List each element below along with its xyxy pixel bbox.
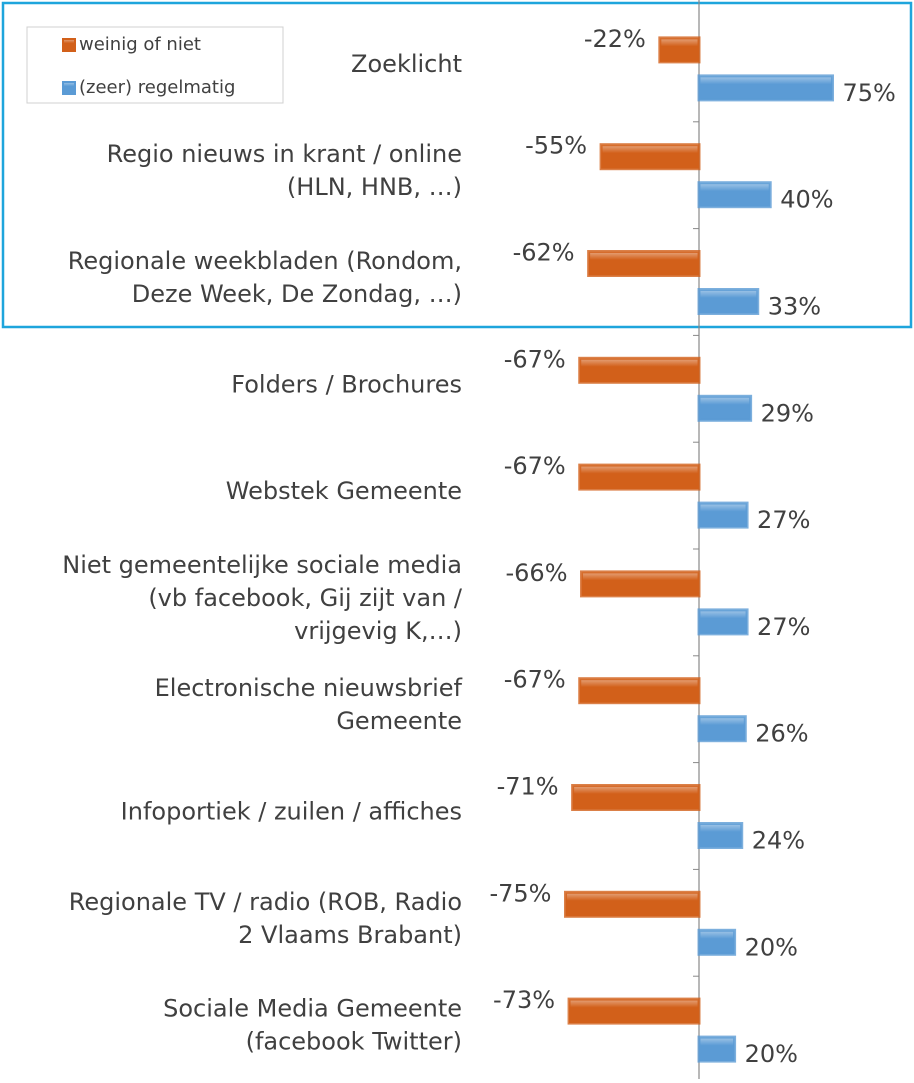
highlight-box xyxy=(1,1,913,329)
bar xyxy=(697,394,753,422)
value-label: 26% xyxy=(755,720,808,748)
category-label: Electronische nieuwsbrief xyxy=(155,674,463,702)
category-label: Regio nieuws in krant / online xyxy=(107,140,462,168)
bar xyxy=(580,570,701,598)
bar xyxy=(697,822,744,849)
bar xyxy=(564,890,701,918)
category-label: Regionale weekbladen (Rondom, xyxy=(68,247,462,275)
category-label: (vb facebook, Gij zijt van / xyxy=(148,584,463,612)
value-label: 20% xyxy=(745,933,798,961)
bar xyxy=(697,928,737,956)
bar xyxy=(697,715,747,743)
value-label: 20% xyxy=(745,1040,798,1068)
category-label: Gemeente xyxy=(336,707,462,735)
value-label: -75% xyxy=(489,879,551,907)
legend-label: (zeer) regelmatig xyxy=(79,77,235,98)
legend-swatch xyxy=(62,38,76,52)
bar xyxy=(658,36,701,64)
legend-label: weinig of niet xyxy=(79,34,201,55)
bar xyxy=(697,288,760,315)
value-label: 29% xyxy=(761,399,814,427)
value-label: -71% xyxy=(497,773,559,801)
category-label: Zoeklicht xyxy=(351,50,462,78)
bar xyxy=(697,74,834,102)
bar xyxy=(578,356,701,384)
value-label: -67% xyxy=(504,345,566,373)
bar xyxy=(697,608,749,636)
category-label: (facebook Twitter) xyxy=(246,1028,462,1056)
bar xyxy=(587,250,701,277)
category-label: Infoportiek / zuilen / affiches xyxy=(121,798,462,826)
value-label: -55% xyxy=(525,132,587,160)
value-label: -66% xyxy=(506,559,568,587)
category-label: Niet gemeentelijke sociale media xyxy=(62,551,462,579)
value-label: -67% xyxy=(504,452,566,480)
value-label: 27% xyxy=(757,613,810,641)
category-label: Webstek Gemeente xyxy=(226,477,462,505)
category-label: Folders / Brochures xyxy=(231,370,462,398)
category-label: Regionale TV / radio (ROB, Radio xyxy=(69,888,462,916)
bar xyxy=(567,997,701,1025)
value-label: 33% xyxy=(768,293,821,321)
bar xyxy=(697,501,749,529)
bar xyxy=(697,1035,737,1063)
value-label: -22% xyxy=(584,25,646,53)
bar xyxy=(599,143,701,171)
value-label: -62% xyxy=(513,239,575,267)
category-label: 2 Vlaams Brabant) xyxy=(238,921,462,949)
value-label: 24% xyxy=(752,827,805,855)
bar xyxy=(697,181,772,209)
bar xyxy=(578,677,701,705)
bar xyxy=(578,463,701,491)
value-label: -67% xyxy=(504,666,566,694)
category-label: Deze Week, De Zondag, …) xyxy=(132,280,462,308)
category-label: (HLN, HNB, …) xyxy=(287,173,462,201)
value-label: 40% xyxy=(780,186,833,214)
category-label: Sociale Media Gemeente xyxy=(163,995,462,1023)
category-label: vrijgevig K,…) xyxy=(294,617,462,645)
legend-swatch xyxy=(62,81,76,95)
value-label: 75% xyxy=(843,79,896,107)
bar xyxy=(571,784,701,811)
value-label: 27% xyxy=(757,506,810,534)
value-label: -73% xyxy=(493,986,555,1014)
